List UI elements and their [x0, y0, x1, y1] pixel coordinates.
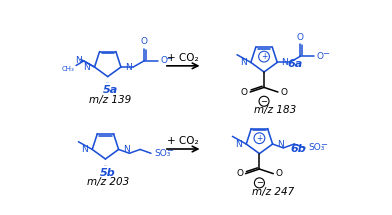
Text: O: O	[236, 169, 243, 178]
Text: m/z 247: m/z 247	[252, 187, 294, 197]
Text: N: N	[125, 63, 132, 72]
Text: N: N	[277, 140, 283, 149]
Text: N: N	[81, 145, 88, 154]
Text: SO₃: SO₃	[154, 149, 171, 158]
Text: ··: ··	[103, 163, 107, 168]
Text: m/z 203: m/z 203	[87, 177, 129, 187]
Text: −: −	[322, 49, 329, 58]
Text: CH₃: CH₃	[62, 66, 74, 72]
Text: SO₃: SO₃	[308, 143, 325, 152]
Text: −: −	[165, 54, 172, 63]
Text: 6a: 6a	[287, 59, 303, 69]
Text: O: O	[160, 56, 167, 65]
Text: N: N	[123, 145, 130, 154]
Text: ··: ··	[106, 80, 110, 86]
Text: N: N	[235, 140, 242, 149]
Text: O: O	[241, 88, 248, 97]
Text: −: −	[320, 140, 327, 149]
Text: m/z 183: m/z 183	[254, 106, 297, 115]
Text: +: +	[261, 52, 267, 61]
Text: O: O	[297, 33, 304, 42]
Text: + CO₂: + CO₂	[167, 53, 199, 63]
Text: O: O	[280, 88, 287, 97]
Text: 5a: 5a	[102, 86, 118, 95]
Text: O: O	[140, 37, 147, 46]
Text: O: O	[276, 169, 283, 178]
Text: 5b: 5b	[100, 168, 116, 178]
Text: N: N	[83, 63, 90, 72]
Text: −: −	[256, 178, 263, 187]
Text: N: N	[240, 58, 247, 67]
Text: m/z 139: m/z 139	[89, 95, 131, 105]
Text: N: N	[75, 56, 82, 65]
Text: O: O	[316, 52, 323, 61]
Text: −: −	[166, 146, 173, 155]
Text: +: +	[256, 134, 263, 143]
Text: N: N	[281, 58, 288, 67]
Text: 6b: 6b	[290, 144, 306, 154]
Text: −: −	[261, 97, 267, 106]
Text: + CO₂: + CO₂	[167, 136, 199, 146]
